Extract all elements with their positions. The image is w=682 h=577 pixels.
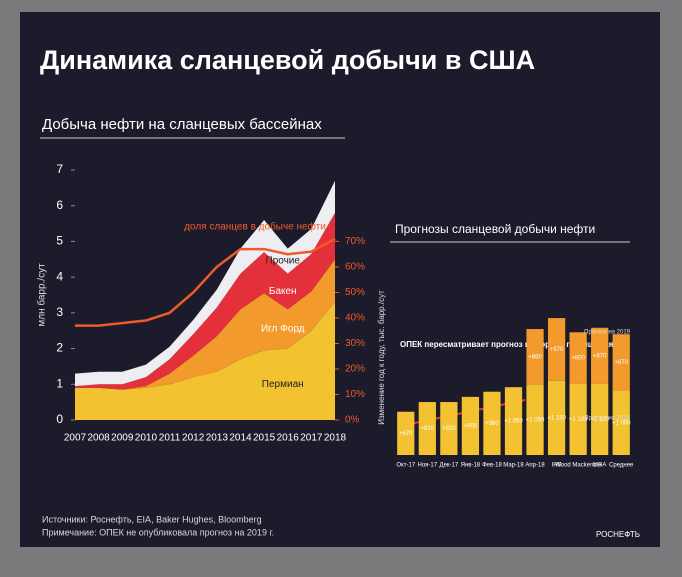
- y-axis-label: Изменение год к году, тыс. барр./сут: [377, 290, 386, 425]
- bar: [526, 384, 544, 455]
- x-tick-label: Дек-17: [440, 463, 459, 469]
- value-label: +870: [593, 353, 607, 359]
- x-tick-label: Апр-18: [525, 463, 545, 469]
- bar: [504, 387, 523, 455]
- x-tick-label: IHS: [552, 463, 562, 469]
- y-tick-label: 1: [56, 376, 63, 390]
- area-label: Пермиан: [262, 379, 304, 390]
- slide: [20, 12, 660, 547]
- x-tick-label: 2012: [182, 433, 205, 444]
- bar: [397, 411, 415, 455]
- value-label: +820: [442, 426, 456, 432]
- value-label: +1 000: [612, 420, 631, 426]
- x-tick-label: Wood Mackenzie: [555, 463, 602, 469]
- bar: [418, 402, 436, 455]
- value-label: +900: [464, 424, 478, 430]
- note: Примечание: ОПЕК не опубликовала прогноз…: [42, 527, 274, 537]
- y2-tick-label: 40%: [345, 313, 365, 324]
- y2-tick-label: 0%: [345, 415, 360, 426]
- y-tick-label: 7: [56, 162, 63, 176]
- x-tick-label: 2017: [300, 433, 323, 444]
- value-label: +1 150: [547, 415, 566, 421]
- x-tick-label: 2013: [206, 433, 229, 444]
- value-label: +670: [399, 431, 413, 437]
- bar: [483, 391, 501, 455]
- x-tick-label: 2009: [111, 433, 134, 444]
- area-label: Игл Форд: [261, 324, 305, 335]
- bar: [591, 327, 609, 384]
- value-label: +980: [485, 421, 499, 427]
- bar: [591, 383, 609, 455]
- y-tick-label: 6: [56, 198, 63, 212]
- x-tick-label: 2007: [64, 433, 87, 444]
- x-tick-label: Ноя-17: [418, 463, 438, 469]
- value-label: +800: [571, 356, 585, 362]
- value-label: +860: [528, 354, 542, 360]
- share-line: [75, 237, 336, 327]
- x-tick-label: Фев-18: [482, 463, 502, 469]
- y-tick-label: 4: [56, 269, 63, 283]
- area: [75, 212, 335, 390]
- y2-tick-label: 10%: [345, 389, 365, 400]
- sources: Источники: Роснефть, EIA, Baker Hughes, …: [42, 514, 262, 524]
- x-tick-label: 2018: [324, 433, 347, 444]
- bar: [547, 380, 566, 455]
- x-tick-label: 2016: [277, 433, 300, 444]
- bar: [612, 334, 630, 391]
- area: [75, 180, 335, 387]
- legend-label: Прогноз на 2018: [584, 416, 631, 422]
- area: [75, 259, 335, 390]
- value-label: +1 100: [590, 417, 609, 423]
- y-axis-label: млн барр./сут: [36, 263, 48, 327]
- slide-title: Динамика сланцевой добычи в США: [40, 45, 535, 75]
- y2-tick-label: 20%: [345, 364, 365, 375]
- y-tick-label: 2: [56, 341, 63, 355]
- y2-tick-label: 60%: [345, 262, 365, 273]
- x-tick-label: Янв-18: [461, 463, 481, 469]
- bar: [612, 390, 630, 455]
- x-tick-label: Мар-18: [503, 463, 524, 469]
- x-tick-label: 2011: [159, 433, 181, 444]
- x-tick-label: 2014: [229, 433, 252, 444]
- area-label: Прочие: [266, 256, 301, 267]
- value-label: +870: [614, 360, 628, 366]
- x-tick-label: 2010: [135, 433, 158, 444]
- x-tick-label: Среднее: [609, 463, 634, 469]
- value-label: +820: [421, 426, 435, 432]
- y-tick-label: 0: [56, 412, 63, 426]
- x-tick-label: 2008: [88, 433, 111, 444]
- chart-title: Добыча нефти на сланцевых бассейнах: [42, 116, 322, 133]
- area: [75, 302, 335, 420]
- legend-label: Прогноз на 2019: [584, 330, 631, 336]
- y2-tick-label: 30%: [345, 338, 365, 349]
- annotation: ОПЕК пересматривает прогноз в сторону по…: [400, 340, 614, 349]
- area-label: Бакен: [269, 286, 297, 297]
- y-tick-label: 3: [56, 305, 63, 319]
- x-tick-label: МЭА: [593, 463, 606, 469]
- bar: [547, 318, 566, 381]
- y2-tick-label: 50%: [345, 287, 365, 298]
- value-label: +970: [550, 347, 564, 353]
- y2-tick-label: 70%: [345, 236, 365, 247]
- y-tick-label: 5: [56, 234, 63, 248]
- x-tick-label: Окт-17: [396, 463, 415, 469]
- chart-title: Прогнозы сланцевой добычи нефти: [395, 222, 595, 236]
- bar: [569, 383, 587, 455]
- x-tick-label: 2015: [253, 433, 276, 444]
- share-label: доля сланцев в добыче нефти: [184, 221, 326, 233]
- bar: [526, 329, 544, 385]
- bar: [461, 396, 480, 455]
- value-label: +1 090: [526, 417, 545, 423]
- value-label: +1 100: [569, 417, 588, 423]
- bar: [440, 402, 458, 455]
- bar: [569, 332, 587, 384]
- value-label: +1 050: [504, 419, 523, 425]
- logo: РОСНЕФТЬ: [596, 530, 640, 539]
